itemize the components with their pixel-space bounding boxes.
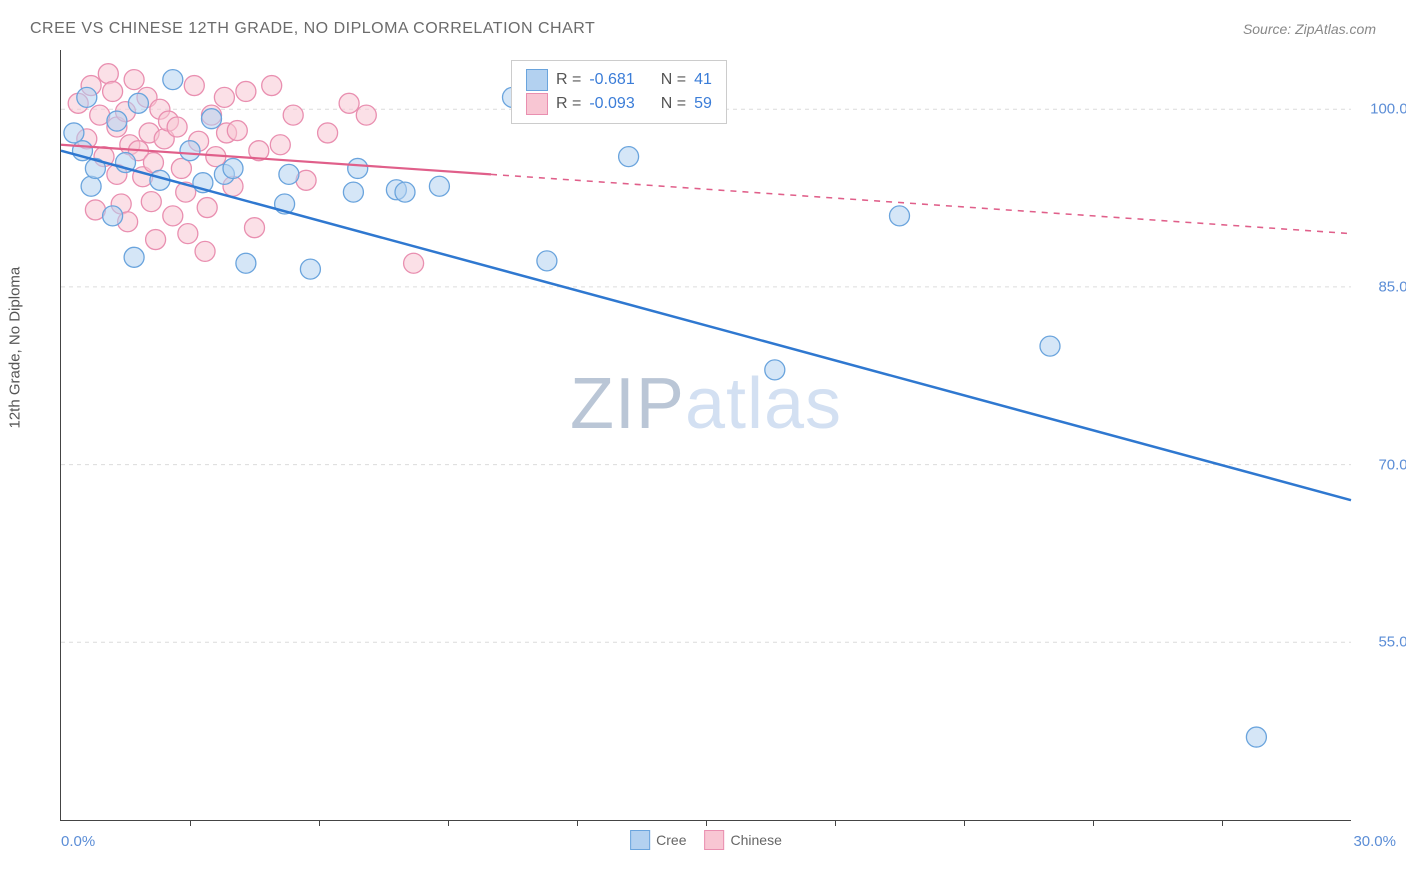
swatch-cree <box>526 69 548 91</box>
data-point <box>81 176 101 196</box>
data-point <box>143 153 163 173</box>
x-tick-mark <box>319 820 320 826</box>
x-tick-mark <box>706 820 707 826</box>
x-tick-mark <box>190 820 191 826</box>
x-tick-mark <box>577 820 578 826</box>
data-point <box>318 123 338 143</box>
data-point <box>890 206 910 226</box>
data-point <box>128 93 148 113</box>
data-point <box>283 105 303 125</box>
y-tick-label: 100.0% <box>1361 101 1406 118</box>
data-point <box>184 76 204 96</box>
data-point <box>429 176 449 196</box>
label-n: N = <box>661 95 686 113</box>
label-r: R = <box>556 95 581 113</box>
data-point <box>77 87 97 107</box>
data-point <box>262 76 282 96</box>
data-point <box>195 241 215 261</box>
data-point <box>236 253 256 273</box>
y-tick-label: 85.0% <box>1361 278 1406 295</box>
legend-bottom: Cree Chinese <box>630 830 782 850</box>
data-point <box>765 360 785 380</box>
y-tick-label: 70.0% <box>1361 456 1406 473</box>
label-n: N = <box>661 71 686 89</box>
data-point <box>107 111 127 131</box>
data-point <box>167 117 187 137</box>
stat-cree-n: 41 <box>694 71 712 89</box>
y-tick-label: 55.0% <box>1361 634 1406 651</box>
data-point <box>245 218 265 238</box>
data-point <box>163 206 183 226</box>
x-tick-mark <box>964 820 965 826</box>
x-tick-mark <box>1222 820 1223 826</box>
data-point <box>223 158 243 178</box>
regression-line-solid <box>61 151 1351 500</box>
label-r: R = <box>556 71 581 89</box>
data-point <box>537 251 557 271</box>
legend-swatch-cree <box>630 830 650 850</box>
data-point <box>98 64 118 84</box>
data-point <box>202 109 222 129</box>
data-point <box>124 70 144 90</box>
data-point <box>64 123 84 143</box>
data-point <box>103 206 123 226</box>
stats-row-cree: R = -0.681 N = 41 <box>526 69 712 91</box>
data-point <box>146 230 166 250</box>
data-point <box>270 135 290 155</box>
header-bar: CREE VS CHINESE 12TH GRADE, NO DIPLOMA C… <box>30 20 1376 38</box>
stat-chinese-n: 59 <box>694 95 712 113</box>
data-point <box>339 93 359 113</box>
legend-label-chinese: Chinese <box>730 832 781 848</box>
x-axis-min-label: 0.0% <box>61 833 95 850</box>
stat-cree-r: -0.681 <box>589 71 634 89</box>
x-tick-mark <box>1093 820 1094 826</box>
data-point <box>227 121 247 141</box>
scatter-plot-svg <box>61 50 1351 820</box>
x-tick-mark <box>835 820 836 826</box>
data-point <box>171 158 191 178</box>
legend-item-chinese: Chinese <box>704 830 781 850</box>
regression-line-dashed <box>491 174 1351 233</box>
data-point <box>395 182 415 202</box>
data-point <box>124 247 144 267</box>
stats-row-chinese: R = -0.093 N = 59 <box>526 93 712 115</box>
data-point <box>178 224 198 244</box>
data-point <box>356 105 376 125</box>
legend-item-cree: Cree <box>630 830 686 850</box>
data-point <box>103 81 123 101</box>
x-tick-mark <box>448 820 449 826</box>
chart-area: ZIPatlas 55.0%70.0%85.0%100.0% 0.0% 30.0… <box>60 50 1351 821</box>
data-point <box>214 87 234 107</box>
source-text: Source: ZipAtlas.com <box>1243 21 1376 37</box>
data-point <box>141 192 161 212</box>
y-axis-label: 12th Grade, No Diploma <box>7 267 24 429</box>
data-point <box>300 259 320 279</box>
data-point <box>279 164 299 184</box>
chart-title: CREE VS CHINESE 12TH GRADE, NO DIPLOMA C… <box>30 20 595 38</box>
data-point <box>343 182 363 202</box>
data-point <box>348 158 368 178</box>
swatch-chinese <box>526 93 548 115</box>
data-point <box>180 141 200 161</box>
legend-swatch-chinese <box>704 830 724 850</box>
data-point <box>1040 336 1060 356</box>
stats-legend: R = -0.681 N = 41 R = -0.093 N = 59 <box>511 60 727 124</box>
stat-chinese-r: -0.093 <box>589 95 634 113</box>
data-point <box>163 70 183 90</box>
data-point <box>1246 727 1266 747</box>
data-point <box>197 198 217 218</box>
data-point <box>404 253 424 273</box>
x-axis-max-label: 30.0% <box>1353 833 1396 850</box>
legend-label-cree: Cree <box>656 832 686 848</box>
data-point <box>236 81 256 101</box>
data-point <box>619 147 639 167</box>
